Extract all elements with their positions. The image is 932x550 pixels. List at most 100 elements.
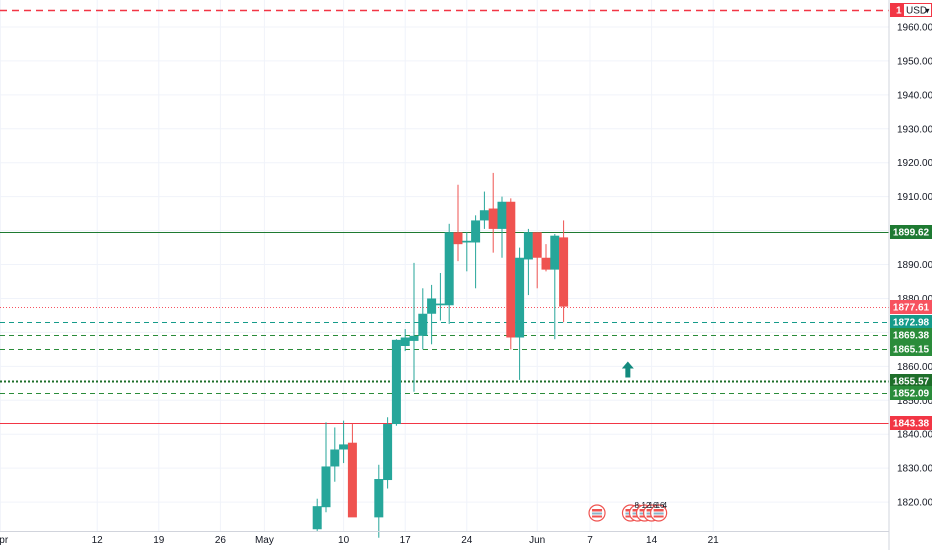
candle[interactable] bbox=[523, 228, 533, 296]
svg-text:1852.09: 1852.09 bbox=[893, 389, 930, 400]
y-tick-label: 1950.00 bbox=[897, 56, 932, 67]
candle-body bbox=[444, 232, 454, 306]
candle-body bbox=[435, 303, 445, 306]
candle-body bbox=[462, 240, 472, 243]
x-tick-label: 26 bbox=[215, 535, 227, 546]
candle[interactable] bbox=[488, 172, 498, 253]
x-tick-label: Jun bbox=[529, 535, 545, 546]
x-tick-label: May bbox=[255, 535, 274, 546]
candle-body bbox=[541, 257, 551, 270]
candle[interactable] bbox=[391, 339, 401, 426]
candle-body bbox=[418, 313, 428, 336]
candle-body bbox=[497, 201, 507, 229]
candle[interactable] bbox=[497, 196, 507, 258]
candle-body bbox=[321, 466, 331, 508]
candle[interactable] bbox=[409, 262, 419, 392]
candle[interactable] bbox=[541, 244, 551, 272]
event-count-label: 16 bbox=[656, 501, 665, 510]
candle[interactable] bbox=[339, 420, 349, 464]
grid bbox=[0, 0, 889, 531]
y-tick-label: 1930.00 bbox=[897, 124, 932, 135]
candle-body bbox=[409, 335, 419, 341]
candle[interactable] bbox=[374, 464, 384, 538]
y-tick-label: 1820.00 bbox=[897, 498, 932, 509]
candle[interactable] bbox=[532, 232, 542, 289]
candle-body bbox=[312, 506, 322, 530]
svg-text:1869.38: 1869.38 bbox=[893, 331, 930, 342]
price-tag: 1843.38 bbox=[890, 416, 932, 430]
candle[interactable] bbox=[471, 215, 481, 289]
candle-body bbox=[479, 210, 489, 221]
candle-body bbox=[488, 208, 498, 229]
y-tick-label: 1860.00 bbox=[897, 362, 932, 373]
candle-body bbox=[330, 449, 340, 467]
candle[interactable] bbox=[418, 288, 428, 350]
price-tag: 1 USD▾ bbox=[890, 3, 932, 17]
candle-body bbox=[471, 220, 481, 243]
currency-dropdown-icon[interactable]: ▾ bbox=[925, 6, 930, 16]
x-tick-label: 24 bbox=[461, 535, 473, 546]
price-tags: 1 USD▾ 1899.62 1877.61 1872.98 1869.38 1865.15… bbox=[890, 3, 932, 430]
price-tag: 1877.61 bbox=[890, 300, 932, 314]
currency-label: USD bbox=[906, 6, 927, 17]
candle-body bbox=[453, 232, 463, 245]
candles[interactable] bbox=[312, 172, 569, 538]
candle[interactable] bbox=[435, 273, 445, 321]
x-tick-label: 10 bbox=[338, 535, 350, 546]
candle[interactable] bbox=[559, 220, 569, 323]
candle[interactable] bbox=[330, 427, 340, 482]
candle-body bbox=[400, 337, 410, 346]
svg-text:1899.62: 1899.62 bbox=[893, 228, 930, 239]
event-count-label: 16 bbox=[649, 501, 658, 510]
svg-text:1: 1 bbox=[896, 6, 902, 17]
price-tag: 1869.38 bbox=[890, 328, 932, 342]
candle[interactable] bbox=[479, 191, 489, 229]
x-tick-label: 14 bbox=[646, 535, 658, 546]
y-tick-label: 1960.00 bbox=[897, 22, 932, 33]
candle[interactable] bbox=[400, 329, 410, 352]
event-count-label: 12 bbox=[642, 501, 651, 510]
event-count-label: 4 bbox=[663, 501, 668, 510]
candle[interactable] bbox=[453, 184, 463, 262]
price-tag: 1872.98 bbox=[890, 315, 932, 329]
svg-text:1877.61: 1877.61 bbox=[893, 303, 930, 314]
event-flag-icon[interactable] bbox=[650, 504, 668, 522]
event-count-label: 8 bbox=[634, 501, 639, 510]
price-tag: 1855.57 bbox=[890, 374, 932, 388]
candle[interactable] bbox=[321, 422, 331, 513]
candle-body bbox=[515, 257, 525, 338]
candle[interactable] bbox=[506, 198, 516, 350]
candle-body bbox=[506, 201, 516, 338]
candle[interactable] bbox=[383, 417, 393, 489]
candle-body bbox=[559, 237, 569, 307]
candle[interactable] bbox=[444, 223, 454, 324]
y-tick-label: 1880.00 bbox=[897, 294, 932, 305]
price-lines bbox=[0, 9, 889, 424]
up-arrow-icon[interactable] bbox=[621, 361, 634, 378]
candle-body bbox=[523, 232, 533, 260]
x-tick-label: 21 bbox=[708, 535, 720, 546]
candle[interactable] bbox=[462, 232, 472, 272]
x-tick-label: Apr bbox=[0, 535, 9, 546]
event-flag-icon[interactable] bbox=[588, 504, 606, 522]
candle-body bbox=[374, 479, 384, 518]
candle[interactable] bbox=[312, 498, 322, 531]
candle[interactable] bbox=[347, 424, 357, 518]
svg-text:1872.98: 1872.98 bbox=[893, 318, 930, 329]
candle[interactable] bbox=[550, 233, 560, 340]
y-tick-label: 1850.00 bbox=[897, 396, 932, 407]
x-tick-label: 12 bbox=[92, 535, 104, 546]
x-tick-label: 17 bbox=[400, 535, 412, 546]
candle[interactable] bbox=[427, 284, 437, 345]
candle-body bbox=[383, 424, 393, 481]
y-tick-label: 1940.00 bbox=[897, 90, 932, 101]
x-tick-label: 19 bbox=[153, 535, 165, 546]
price-tag: 1899.62 bbox=[890, 225, 932, 239]
price-tag: 1852.09 bbox=[890, 386, 932, 400]
candle[interactable] bbox=[515, 247, 525, 380]
x-tick-label: 7 bbox=[587, 535, 593, 546]
svg-text:1855.57: 1855.57 bbox=[893, 377, 930, 388]
